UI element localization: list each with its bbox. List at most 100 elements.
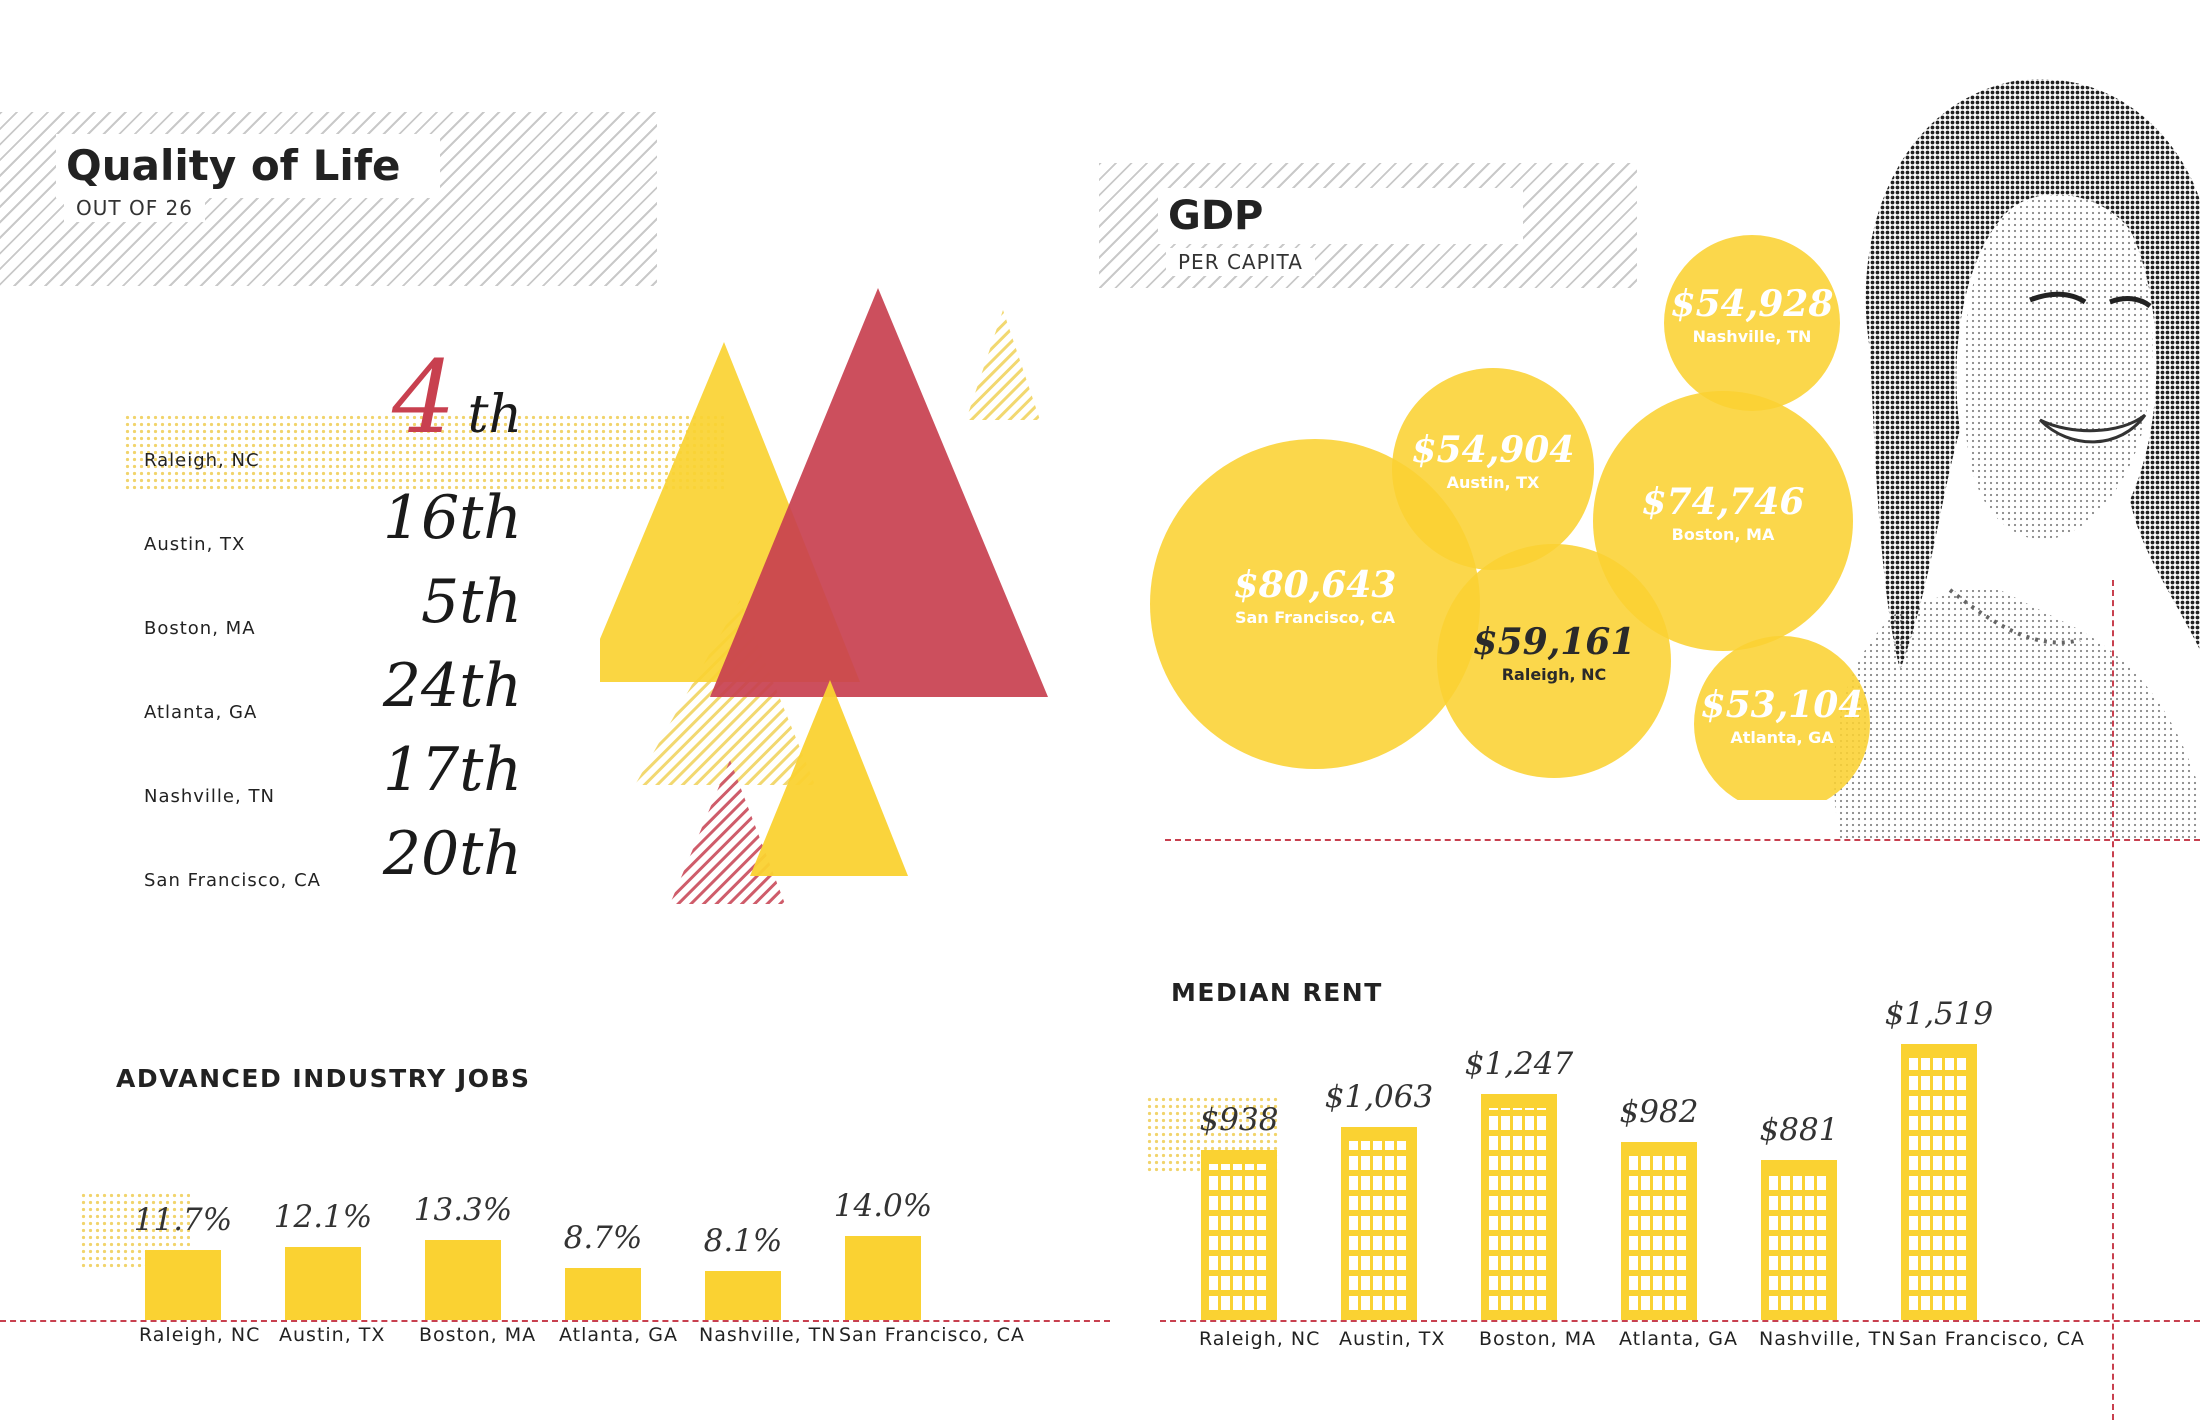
quality-rank-suffix: th	[459, 483, 522, 553]
quality-city-label: Atlanta, GA	[144, 702, 258, 723]
jobs-value-label: 13.3%	[413, 1192, 513, 1229]
quality-rank-number: 24	[382, 651, 460, 721]
gdp-value-label: $80,643	[1233, 564, 1397, 606]
quality-rank-number: 4	[391, 339, 456, 456]
rent-title: MEDIAN RENT	[1171, 978, 1383, 1007]
quality-rank-number: 5	[421, 567, 460, 637]
gdp-title: GDP	[1158, 188, 1524, 244]
quality-city-label: Raleigh, NC	[144, 450, 260, 471]
quality-rank-suffix: th	[459, 567, 522, 637]
rent-bar	[1761, 1160, 1837, 1320]
jobs-value-label: 12.1%	[273, 1199, 373, 1236]
gdp-bubble-chart	[1150, 235, 1870, 800]
quality-rank-suffix: th	[459, 819, 522, 889]
quality-rank-suffix: th	[459, 735, 522, 805]
gdp-value-label: $74,746	[1641, 481, 1805, 523]
rent-bar	[1481, 1093, 1557, 1320]
jobs-value-label: 8.7%	[563, 1219, 643, 1256]
rent-bar	[1901, 1044, 1977, 1320]
rent-bar	[1341, 1127, 1417, 1320]
rent-value-label: $982	[1619, 1093, 1699, 1130]
rent-x-label: Raleigh, NC	[1199, 1328, 1321, 1350]
jobs-x-label: Austin, TX	[279, 1324, 386, 1346]
rent-value-label: $881	[1759, 1112, 1839, 1149]
quality-city-label: Boston, MA	[144, 618, 256, 639]
jobs-bar	[285, 1247, 361, 1320]
rent-value-label: $1,247	[1464, 1045, 1574, 1082]
gdp-bubble	[1593, 391, 1853, 651]
quality-city-label: San Francisco, CA	[144, 870, 321, 891]
hatched-triangle-small-top	[966, 310, 1040, 420]
woman-portrait-halftone-icon	[1833, 79, 2200, 840]
rent-x-label: Austin, TX	[1339, 1328, 1446, 1350]
quality-city-label: Nashville, TN	[144, 786, 275, 807]
quality-rank-suffix: th	[459, 651, 522, 721]
building-windows-icon	[1909, 1058, 1969, 1316]
gdp-value-label: $53,104	[1700, 684, 1864, 726]
gdp-bubble	[1694, 636, 1870, 800]
jobs-bar	[845, 1236, 921, 1320]
building-windows-icon	[1209, 1163, 1269, 1316]
jobs-x-label: Nashville, TN	[699, 1324, 837, 1346]
rent-value-label: $1,063	[1324, 1079, 1434, 1116]
gdp-city-label: Austin, TX	[1446, 473, 1540, 492]
gdp-value-label: $59,161	[1472, 621, 1636, 663]
jobs-x-label: San Francisco, CA	[839, 1324, 1025, 1346]
rent-value-label: $938	[1199, 1101, 1279, 1138]
gdp-city-label: Atlanta, GA	[1730, 728, 1834, 747]
rent-x-label: San Francisco, CA	[1899, 1328, 2085, 1350]
gdp-value-label: $54,928	[1670, 283, 1834, 325]
rent-value-label: $1,519	[1884, 996, 1994, 1033]
gdp-subtitle: PER CAPITA	[1166, 248, 1315, 276]
quality-rank-number: 17	[382, 735, 460, 805]
quality-rank-number: 16	[382, 483, 460, 553]
quality-title: Quality of Life	[56, 134, 441, 198]
triangles-graphic	[600, 288, 1048, 904]
quality-rank-value: 20th	[383, 824, 522, 884]
dashed-separator-right	[1165, 839, 2200, 841]
yellow-triangle-small	[750, 680, 908, 876]
jobs-x-label: Atlanta, GA	[559, 1324, 678, 1346]
gdp-city-label: Boston, MA	[1671, 525, 1775, 544]
quality-rank-number: 20	[382, 819, 460, 889]
gdp-value-label: $54,904	[1411, 429, 1575, 471]
quality-rank-value: 24th	[383, 656, 522, 716]
quality-rank-value: 5th	[421, 572, 522, 632]
building-windows-icon	[1629, 1155, 1689, 1316]
gdp-city-label: San Francisco, CA	[1234, 608, 1395, 627]
red-triangle-large	[710, 288, 1048, 697]
jobs-x-label: Raleigh, NC	[139, 1324, 261, 1346]
baseline-jobs	[0, 1320, 1110, 1322]
jobs-bar	[425, 1240, 501, 1320]
quality-subtitle: OUT OF 26	[64, 194, 206, 222]
dashed-separator-vertical	[2112, 580, 2114, 1420]
rent-bar	[1621, 1141, 1697, 1320]
quality-city-label: Austin, TX	[144, 534, 246, 555]
gdp-city-label: Raleigh, NC	[1501, 665, 1607, 684]
rent-x-label: Nashville, TN	[1759, 1328, 1897, 1350]
quality-rank-suffix: th	[467, 385, 522, 445]
jobs-title: ADVANCED INDUSTRY JOBS	[116, 1064, 531, 1093]
raleigh-highlight	[124, 414, 724, 490]
jobs-x-label: Boston, MA	[419, 1324, 537, 1346]
jobs-bar	[705, 1271, 781, 1320]
gdp-bubble	[1150, 439, 1480, 769]
quality-rank-value: 16th	[383, 488, 522, 548]
jobs-bar	[565, 1267, 641, 1320]
jobs-bar	[145, 1249, 221, 1320]
jobs-value-label: 14.0%	[833, 1188, 933, 1224]
rent-x-label: Boston, MA	[1479, 1328, 1597, 1350]
rent-x-label: Atlanta, GA	[1619, 1328, 1738, 1350]
baseline-rent	[1160, 1320, 2200, 1322]
building-windows-icon	[1489, 1107, 1549, 1316]
rent-bar	[1201, 1149, 1277, 1320]
building-windows-icon	[1349, 1141, 1409, 1316]
gdp-city-label: Nashville, TN	[1692, 327, 1812, 346]
jobs-value-label: 11.7%	[133, 1201, 233, 1238]
jobs-value-label: 8.1%	[703, 1223, 783, 1260]
gdp-bubble	[1664, 235, 1840, 411]
building-windows-icon	[1769, 1174, 1829, 1316]
quality-rank-value: 17th	[383, 740, 522, 800]
gdp-bubble	[1437, 544, 1671, 778]
